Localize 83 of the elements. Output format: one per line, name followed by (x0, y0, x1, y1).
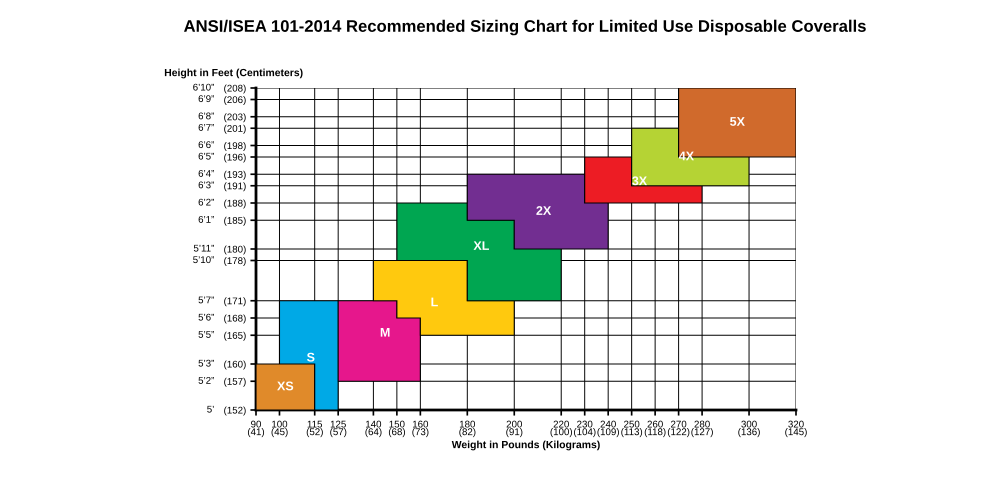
x2-tick-label: (118) (644, 428, 666, 438)
x-tick-label: 180 (460, 420, 476, 428)
y-tick-label: (201) (224, 124, 246, 134)
x2-tick-label: (52) (306, 428, 323, 438)
x-tick-label: 300 (741, 420, 757, 428)
y-tick-label: (168) (224, 314, 246, 324)
y-axis-title: Height in Feet (Centimeters) (164, 68, 303, 78)
x-tick-label: 250 (624, 420, 640, 428)
x-tick-label: 150 (390, 420, 405, 428)
y-tick-label: (203) (224, 113, 246, 122)
x2-tick-label: (104) (574, 428, 596, 438)
text: 5’5” (198, 331, 214, 338)
x2-tick-label: (64) (365, 428, 382, 438)
text: 5’7” (198, 296, 214, 304)
text: 5’11” (194, 244, 214, 252)
x2-tick-label: (57) (330, 428, 346, 438)
series-label: 2X (536, 206, 552, 215)
y-tick-label: (171) (224, 297, 246, 306)
text: 5’6” (198, 314, 214, 321)
x-tick-label: 280 (694, 420, 710, 428)
y-tick-label: (208) (224, 84, 246, 94)
y-tick-label: (178) (224, 256, 246, 266)
x2-tick-label: (127) (691, 428, 713, 438)
text: 6’5” (198, 152, 214, 160)
y-tick-label: (185) (224, 216, 246, 226)
x2-tick-label: (45) (272, 428, 288, 438)
x2-tick-label: (73) (412, 428, 428, 438)
text: 5’ (207, 406, 214, 413)
x2-tick-label: (122) (668, 428, 690, 438)
x-tick-label: 240 (600, 420, 616, 428)
y-tick-label: (160) (224, 360, 246, 370)
x-tick-label: 320 (788, 420, 804, 428)
series-label: M (380, 328, 390, 337)
x2-tick-label: (100) (550, 428, 572, 438)
y-tick-label: (191) (224, 182, 246, 192)
x-tick-label: 100 (272, 420, 288, 428)
y-tick-label: (206) (224, 96, 246, 106)
series-label: S (306, 352, 314, 362)
y-tick-label: (198) (224, 142, 246, 152)
x2-tick-label: (68) (388, 428, 406, 438)
text: 6’1” (198, 216, 214, 223)
y-tick-label: (193) (224, 170, 246, 180)
x-tick-label: 115 (308, 420, 322, 428)
x-tick-label: 260 (648, 420, 663, 428)
y-tick-label: (165) (224, 332, 246, 341)
series-label: 5X (730, 117, 745, 126)
chart-title: ANSI/ISEA 101-2014 Recommended Sizing Chart for Limited Use Disposable Coveralls (184, 20, 866, 36)
y-tick-label: (196) (224, 153, 246, 163)
text: 6’3” (198, 181, 214, 188)
x2-tick-label: (109) (597, 428, 619, 438)
text: 6’10” (193, 84, 214, 91)
text: 6’8” (198, 112, 214, 120)
x-tick-label: 125 (330, 420, 346, 428)
x2-tick-label: (136) (738, 428, 760, 438)
x-tick-label: 220 (554, 420, 569, 428)
text: 6’9” (198, 95, 214, 102)
x-tick-label: 160 (412, 420, 428, 428)
x-axis-title: Weight in Pounds (Kilograms) (452, 440, 600, 450)
text: 6’2” (198, 198, 214, 206)
text: 5’10” (193, 256, 214, 264)
series-label: XL (474, 241, 489, 250)
text: 6’4” (198, 170, 214, 177)
y-tick-label: (152) (224, 406, 246, 416)
x2-tick-label: (91) (506, 428, 522, 438)
text: 5’3” (198, 360, 214, 367)
series-label: L (431, 298, 438, 306)
text: 6’7” (198, 124, 214, 131)
x2-tick-label: (41) (248, 428, 264, 438)
x2-tick-label: (113) (621, 428, 642, 438)
x-tick-label: 270 (670, 420, 686, 428)
text: 5’2” (198, 376, 214, 384)
y-tick-label: (180) (224, 245, 246, 255)
series-label: 3X (632, 176, 648, 186)
x2-tick-label: (145) (785, 428, 807, 438)
x-tick-label: 200 (506, 420, 522, 428)
x2-tick-label: (82) (459, 428, 476, 438)
text: 6’6” (198, 141, 214, 148)
x-tick-label: 140 (366, 420, 382, 428)
y-tick-label: (157) (224, 378, 246, 387)
series-label: XS (277, 382, 294, 390)
y-tick-label: (188) (224, 199, 246, 209)
x-tick-label: 90 (251, 420, 262, 428)
x-tick-label: 230 (577, 420, 592, 428)
